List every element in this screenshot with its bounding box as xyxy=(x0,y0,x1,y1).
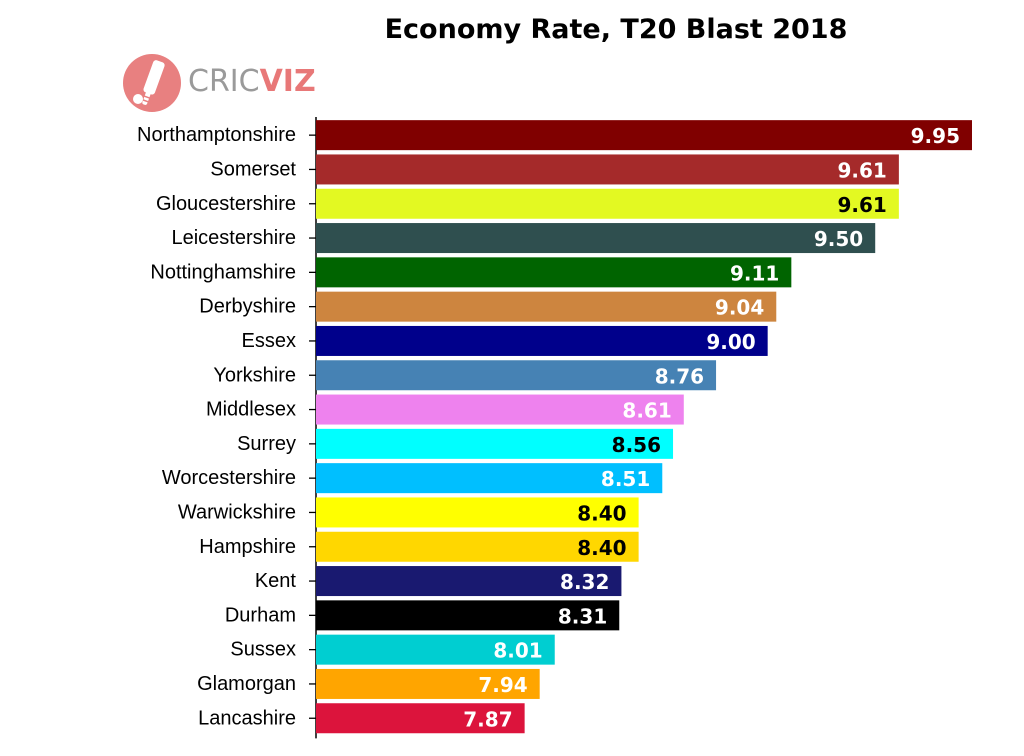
bar-sussex xyxy=(316,634,555,665)
category-label: Warwickshire xyxy=(178,501,296,523)
category-label: Durham xyxy=(225,604,296,626)
value-label: 8.01 xyxy=(493,639,542,663)
cricviz-logo: CRICVIZ xyxy=(122,52,316,114)
bar-surrey xyxy=(316,428,674,459)
bar-glamorgan xyxy=(316,668,540,699)
category-label: Hampshire xyxy=(199,536,296,558)
value-label: 8.40 xyxy=(577,501,626,525)
value-label: 8.32 xyxy=(560,570,609,594)
value-label: 9.61 xyxy=(838,158,887,182)
bar-yorkshire xyxy=(316,360,717,391)
value-label: 8.31 xyxy=(558,604,607,628)
value-label: 8.61 xyxy=(622,399,671,423)
category-label: Somerset xyxy=(210,158,296,180)
value-label: 8.56 xyxy=(612,433,661,457)
value-label: 9.95 xyxy=(911,124,960,148)
value-label: 9.00 xyxy=(706,330,755,354)
category-label: Gloucestershire xyxy=(156,193,296,215)
bar-lancashire xyxy=(316,703,525,734)
bar-warwickshire xyxy=(316,497,639,528)
category-label: Leicestershire xyxy=(171,227,296,249)
bar-gloucestershire xyxy=(316,188,899,219)
category-label: Northamptonshire xyxy=(137,124,296,146)
bar-northamptonshire xyxy=(316,120,972,151)
bar-durham xyxy=(316,600,620,631)
category-label: Essex xyxy=(242,330,296,352)
bar-derbyshire xyxy=(316,291,777,322)
category-label: Lancashire xyxy=(198,707,296,729)
category-label: Derbyshire xyxy=(199,296,296,318)
logo-text-viz: VIZ xyxy=(259,64,316,99)
value-label: 8.76 xyxy=(655,364,704,388)
category-label: Sussex xyxy=(230,639,296,661)
value-label: 7.87 xyxy=(463,707,512,731)
chart-title: Economy Rate, T20 Blast 2018 xyxy=(384,14,848,45)
category-label: Worcestershire xyxy=(162,467,296,489)
value-label: 7.94 xyxy=(478,673,527,697)
value-label: 8.40 xyxy=(577,536,626,560)
logo-text: CRICVIZ xyxy=(188,64,316,99)
category-label: Yorkshire xyxy=(213,364,296,386)
bar-middlesex xyxy=(316,394,684,425)
value-label: 9.11 xyxy=(730,261,779,285)
category-label: Surrey xyxy=(237,433,296,455)
bar-worcestershire xyxy=(316,463,663,494)
value-label: 9.50 xyxy=(814,227,863,251)
bar-leicestershire xyxy=(316,223,876,254)
category-label: Middlesex xyxy=(206,399,296,421)
value-label: 9.61 xyxy=(838,193,887,217)
category-label: Kent xyxy=(255,570,297,592)
value-label: 8.51 xyxy=(601,467,650,491)
category-label: Nottinghamshire xyxy=(150,261,296,283)
bar-somerset xyxy=(316,154,899,185)
logo-text-cric: CRIC xyxy=(188,64,260,99)
bar-hampshire xyxy=(316,531,639,562)
bar-kent xyxy=(316,566,622,597)
value-label: 9.04 xyxy=(715,296,764,320)
cricket-bat-icon xyxy=(123,54,181,112)
bar-essex xyxy=(316,325,768,356)
category-label: Glamorgan xyxy=(197,673,296,695)
bar-nottinghamshire xyxy=(316,257,792,288)
